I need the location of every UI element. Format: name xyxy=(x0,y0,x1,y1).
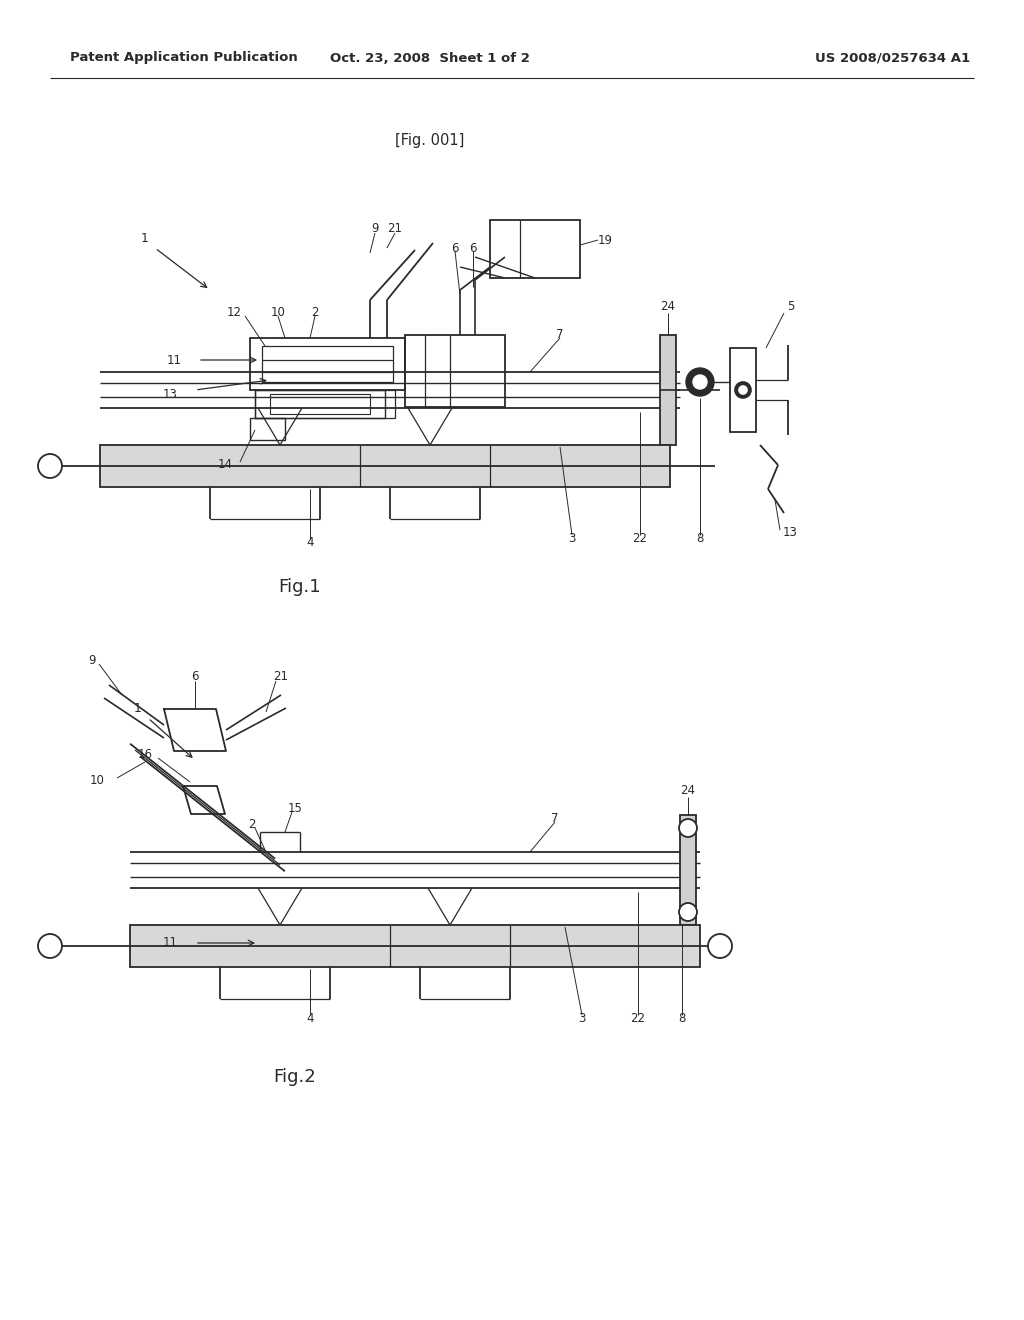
Text: [Fig. 001]: [Fig. 001] xyxy=(395,132,465,148)
Bar xyxy=(262,346,393,381)
Text: 2: 2 xyxy=(311,306,318,319)
Circle shape xyxy=(708,935,732,958)
Text: 13: 13 xyxy=(163,388,178,400)
Bar xyxy=(130,925,700,968)
Bar xyxy=(730,348,756,432)
Bar xyxy=(100,445,670,487)
Text: 9: 9 xyxy=(88,653,96,667)
Text: 7: 7 xyxy=(551,812,559,825)
Bar xyxy=(680,814,696,925)
Text: 6: 6 xyxy=(452,242,459,255)
Text: 3: 3 xyxy=(579,1012,586,1026)
Text: 22: 22 xyxy=(631,1012,645,1026)
Text: 15: 15 xyxy=(288,801,302,814)
Circle shape xyxy=(735,381,751,399)
Bar xyxy=(490,220,580,279)
Text: 22: 22 xyxy=(633,532,647,545)
Text: 6: 6 xyxy=(469,242,477,255)
Text: 24: 24 xyxy=(681,784,695,796)
Text: Patent Application Publication: Patent Application Publication xyxy=(70,51,298,65)
Text: US 2008/0257634 A1: US 2008/0257634 A1 xyxy=(815,51,970,65)
Text: 21: 21 xyxy=(387,222,402,235)
Circle shape xyxy=(739,385,746,393)
Text: 7: 7 xyxy=(556,329,564,342)
Circle shape xyxy=(38,935,62,958)
Text: 19: 19 xyxy=(597,234,612,247)
Bar xyxy=(250,338,406,389)
Text: Oct. 23, 2008  Sheet 1 of 2: Oct. 23, 2008 Sheet 1 of 2 xyxy=(330,51,530,65)
Text: 4: 4 xyxy=(306,536,313,549)
Text: 10: 10 xyxy=(270,306,286,319)
Bar xyxy=(255,389,395,418)
Text: 2: 2 xyxy=(248,818,256,832)
Bar xyxy=(270,393,370,414)
Bar xyxy=(660,335,676,445)
Text: 24: 24 xyxy=(660,301,676,314)
Text: 1: 1 xyxy=(134,701,142,714)
Text: 11: 11 xyxy=(163,936,178,949)
Text: 9: 9 xyxy=(372,222,379,235)
Text: 6: 6 xyxy=(191,671,199,684)
Circle shape xyxy=(38,454,62,478)
Circle shape xyxy=(693,375,707,389)
Text: 13: 13 xyxy=(782,525,798,539)
Text: 3: 3 xyxy=(568,532,575,545)
Text: 16: 16 xyxy=(137,748,153,762)
Text: 4: 4 xyxy=(306,1012,313,1026)
Circle shape xyxy=(679,818,697,837)
Bar xyxy=(406,335,505,407)
Text: 14: 14 xyxy=(217,458,232,471)
Text: Fig.1: Fig.1 xyxy=(279,578,322,597)
Circle shape xyxy=(686,368,714,396)
Text: 21: 21 xyxy=(273,671,289,684)
Bar xyxy=(250,418,285,440)
Text: 11: 11 xyxy=(167,354,182,367)
Text: 1: 1 xyxy=(141,231,148,244)
Text: 8: 8 xyxy=(696,532,703,545)
Text: 8: 8 xyxy=(678,1012,686,1026)
Text: 12: 12 xyxy=(227,306,242,319)
Text: Fig.2: Fig.2 xyxy=(273,1068,316,1086)
Text: 5: 5 xyxy=(787,301,795,314)
Circle shape xyxy=(679,903,697,921)
Bar xyxy=(255,389,385,418)
Text: 10: 10 xyxy=(90,774,105,787)
